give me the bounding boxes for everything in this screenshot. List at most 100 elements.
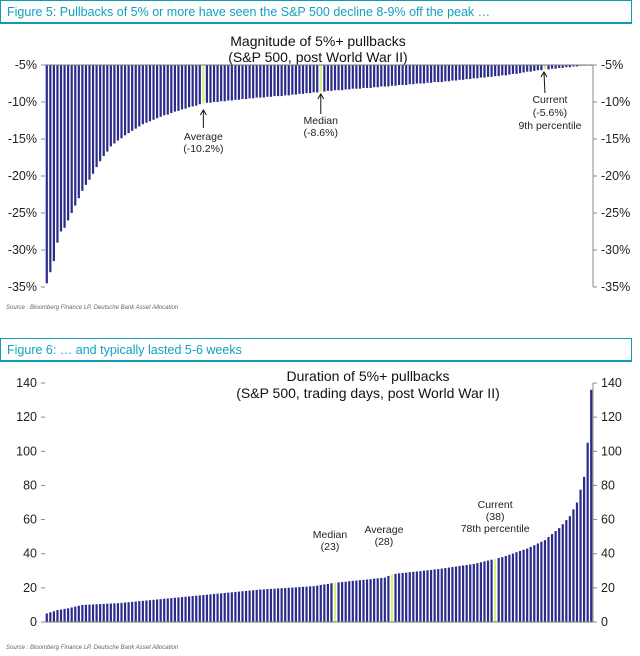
bar <box>252 65 255 99</box>
bar <box>49 65 52 273</box>
bar <box>451 65 454 81</box>
bar <box>63 608 66 622</box>
bar <box>141 600 144 622</box>
bar <box>568 516 571 622</box>
annotation-text: (-10.2%) <box>183 143 223 155</box>
bar <box>148 600 152 622</box>
bar <box>426 570 429 622</box>
annotation-text: Current <box>532 94 567 106</box>
bar <box>469 65 472 80</box>
bar <box>220 593 223 622</box>
bar <box>511 553 515 622</box>
bar <box>173 597 176 622</box>
bar <box>326 65 329 91</box>
bar-highlight <box>390 574 394 622</box>
bar <box>259 589 262 622</box>
annotation-text: Current <box>478 499 513 511</box>
bar <box>134 65 137 129</box>
bar <box>501 557 504 622</box>
bar <box>276 588 280 622</box>
annotation-average: Average(-10.2%) <box>183 109 223 155</box>
bar <box>344 581 347 622</box>
bar <box>550 65 554 69</box>
bar <box>422 65 426 84</box>
bar <box>454 65 458 81</box>
bar <box>554 65 557 69</box>
bar <box>533 545 536 622</box>
bar <box>358 580 362 622</box>
y-tick-label: -5% <box>15 58 37 72</box>
bar <box>188 596 191 622</box>
bar <box>298 587 301 622</box>
bar <box>433 569 436 622</box>
bar <box>305 65 308 94</box>
bar <box>408 572 411 622</box>
bar <box>91 604 95 622</box>
y-tick-label: -15% <box>8 132 37 146</box>
annotation-text: (-8.6%) <box>304 127 338 139</box>
bar <box>426 65 429 83</box>
y-tick-label: -10% <box>8 95 37 109</box>
bar <box>501 65 504 76</box>
bar <box>337 582 340 622</box>
bar <box>145 65 148 123</box>
bar <box>565 520 568 622</box>
bar <box>234 65 237 100</box>
bar <box>561 65 564 68</box>
bar <box>419 571 422 622</box>
annotation-text: Median <box>313 529 348 541</box>
bar-highlight <box>319 65 322 92</box>
bar <box>344 65 347 90</box>
bar <box>572 65 575 67</box>
bar <box>152 65 155 120</box>
bar <box>205 65 209 103</box>
bar <box>479 562 483 622</box>
y-tick-label-right: 20 <box>601 581 615 595</box>
bar <box>394 573 397 622</box>
bar <box>184 65 187 109</box>
bar <box>202 595 205 622</box>
bar <box>533 65 536 71</box>
bar <box>56 610 59 622</box>
bar <box>387 65 390 87</box>
bar <box>316 65 319 93</box>
y-axis-right: -5% -10% -15% -20% -25% -30% -35% <box>592 58 630 294</box>
bar <box>348 581 351 622</box>
bar <box>458 566 461 622</box>
source-note: Source : Bloomberg Finance LP, Deutsche … <box>6 305 179 311</box>
annotation-average: Average(28) <box>364 524 403 548</box>
bar <box>205 594 209 622</box>
bar <box>326 583 329 622</box>
figure-5-header-rule <box>0 22 632 24</box>
bar <box>412 65 415 85</box>
bar <box>216 65 219 102</box>
bar <box>351 65 354 89</box>
bar <box>77 65 80 199</box>
figure-6-panel: Figure 6: … and typically lasted 5-6 wee… <box>0 338 640 656</box>
annotation-text: (-5.6%) <box>533 107 567 119</box>
bar <box>280 65 283 97</box>
bar <box>536 543 539 622</box>
annotation-text: 9th percentile <box>518 120 581 132</box>
bar <box>67 65 70 221</box>
bar <box>469 564 472 622</box>
annotation-arrowhead <box>540 71 548 78</box>
bar <box>529 546 532 622</box>
bar <box>188 65 191 108</box>
bar <box>155 65 159 119</box>
bar <box>543 540 547 622</box>
bar <box>255 589 258 622</box>
bar <box>454 566 458 622</box>
y-axis-left: -5% -10% -15% -20% -25% -30% -35% <box>8 58 45 294</box>
y-tick-label-right: -30% <box>601 243 630 257</box>
bar <box>479 65 483 78</box>
magnitude-chart: Magnitude of 5%+ pullbacks (S&P 500, pos… <box>6 33 630 311</box>
bar <box>227 592 230 622</box>
bar <box>412 571 415 622</box>
y-tick-label-right: 60 <box>601 513 615 527</box>
bar <box>163 598 166 622</box>
bar <box>120 65 123 139</box>
bar <box>67 608 70 622</box>
y-tick-label: 140 <box>16 376 37 390</box>
bar <box>522 65 525 73</box>
